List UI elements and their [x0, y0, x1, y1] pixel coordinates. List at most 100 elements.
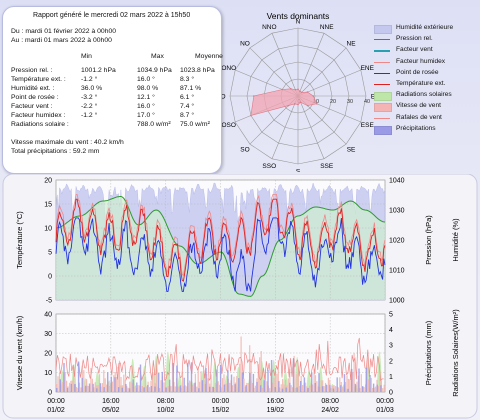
wind-speed-bar — [94, 382, 96, 392]
radar-area — [250, 88, 318, 116]
wind-speed-bar — [146, 386, 148, 392]
wind-speed-bar — [379, 375, 381, 392]
precipitation-bar — [318, 373, 320, 392]
wind-speed-bar — [206, 373, 208, 392]
radar-tick-label: 40 — [364, 99, 370, 105]
wind-speed-bar — [200, 371, 202, 392]
wind-speed-bar — [342, 386, 344, 392]
legend-swatch — [374, 72, 390, 75]
radar-title: Vents dominants — [267, 11, 330, 21]
wind-speed-bar — [250, 358, 252, 392]
radar-spoke — [271, 33, 299, 97]
precipitation-bar — [263, 380, 265, 392]
legend-swatch — [374, 25, 392, 34]
precipitation-bar — [365, 368, 367, 392]
table-row-label: Facteur humidex : — [11, 112, 66, 119]
wind-speed-bar — [221, 378, 224, 392]
y-axis-label: Température (°C) — [15, 211, 24, 269]
wind-speed-bar — [294, 388, 297, 392]
wind-speed-bar — [126, 385, 128, 392]
radar-point — [300, 91, 303, 94]
report-title: Rapport généré le mercredi 02 mars 2022 … — [33, 12, 191, 19]
wind-speed-bar — [282, 378, 284, 392]
wind-speed-bar — [123, 374, 125, 392]
wind-speed-bar — [73, 366, 75, 392]
wind-speed-bar — [363, 387, 365, 392]
radar-spoke — [297, 33, 325, 97]
radar-point — [281, 88, 284, 91]
precipitation-bar — [278, 381, 280, 392]
wind-speed-bar — [139, 385, 141, 392]
total-precip-text: Total précipitations : 59.2 mm — [11, 148, 100, 155]
wind-speed-bar — [223, 374, 225, 392]
legend-item: Facteur vent — [374, 46, 478, 55]
precipitation-bar — [158, 373, 160, 392]
wind-speed-bar — [346, 375, 348, 392]
legend-swatch — [374, 92, 392, 102]
table-cell: -2.2 ° — [81, 103, 98, 110]
precipitation-bar — [303, 377, 306, 392]
precipitation-bar — [227, 370, 229, 392]
wind-speed-bar — [287, 378, 289, 392]
precipitation-bar — [369, 375, 371, 392]
period-to: Au : mardi 01 mars 2022 à 00h00 — [11, 37, 112, 44]
wind-speed-bar — [316, 381, 318, 392]
precipitation-bar — [114, 377, 116, 392]
x-tick-date: 01/02 — [47, 407, 65, 414]
radar-point — [316, 103, 318, 105]
precipitation-bar — [292, 358, 295, 392]
legend-swatch — [374, 61, 390, 63]
wind-speed-bar — [211, 386, 214, 392]
wind-speed-bar — [76, 387, 78, 392]
table-cell: 1001.2 hPa — [81, 67, 116, 74]
wind-speed-bar — [127, 387, 129, 392]
y-axis-label: Vitesse du vent (km/h) — [15, 315, 24, 390]
precipitation-bar — [92, 383, 94, 392]
precipitation-bar — [81, 377, 83, 392]
wind-speed-bar — [80, 387, 82, 392]
wind-speed-bar — [262, 387, 264, 392]
y-right-tick-label: 1020 — [389, 238, 405, 245]
x-tick-time: 08:00 — [321, 398, 339, 405]
wind-speed-bar — [61, 382, 63, 392]
table-cell: 75.0 w/m² — [180, 121, 210, 128]
wind-speed-bar — [141, 386, 143, 392]
x-tick-date: 24/02 — [321, 407, 339, 414]
wind-speed-bar — [304, 382, 307, 392]
y-right-tick-label: 1030 — [389, 208, 405, 215]
wind-speed-bar — [273, 377, 275, 392]
precipitation-bar — [376, 384, 378, 392]
wind-speed-bar — [224, 384, 226, 392]
wind-speed-bar — [151, 373, 153, 392]
wind-speed-bar — [226, 383, 228, 392]
wind-speed-bar — [229, 382, 231, 392]
x-tick-time: 16:00 — [267, 398, 285, 405]
precipitation-bar — [183, 377, 185, 392]
precipitation-bar — [343, 374, 346, 392]
wind-speed-bar — [171, 363, 174, 392]
wind-speed-bar — [104, 378, 106, 392]
wind-speed-bar — [252, 383, 254, 392]
precipitation-bar — [77, 361, 80, 392]
wind-speed-bar — [297, 372, 299, 392]
table-header-2: Moyenne — [195, 53, 223, 60]
x-tick-time: 08:00 — [157, 398, 175, 405]
radar-direction-label: OSO — [222, 122, 236, 129]
wind-speed-bar — [199, 381, 201, 392]
precipitation-bar — [139, 364, 142, 392]
wind-speed-bar — [207, 378, 209, 392]
radar-direction-label: SSE — [320, 163, 334, 170]
wind-speed-bar — [347, 378, 349, 392]
precipitation-bar — [219, 364, 222, 392]
wind-speed-bar — [292, 387, 294, 392]
radar-direction-label: N — [296, 19, 301, 26]
wind-speed-bar — [257, 364, 259, 392]
wind-speed-bar — [264, 369, 266, 392]
precipitation-bar — [351, 368, 353, 392]
precipitation-bar — [172, 363, 174, 392]
wind-speed-bar — [163, 382, 165, 392]
wind-speed-bar — [367, 379, 369, 392]
wind-speed-bar — [359, 387, 361, 392]
y-tick-label: 10 — [44, 370, 52, 377]
